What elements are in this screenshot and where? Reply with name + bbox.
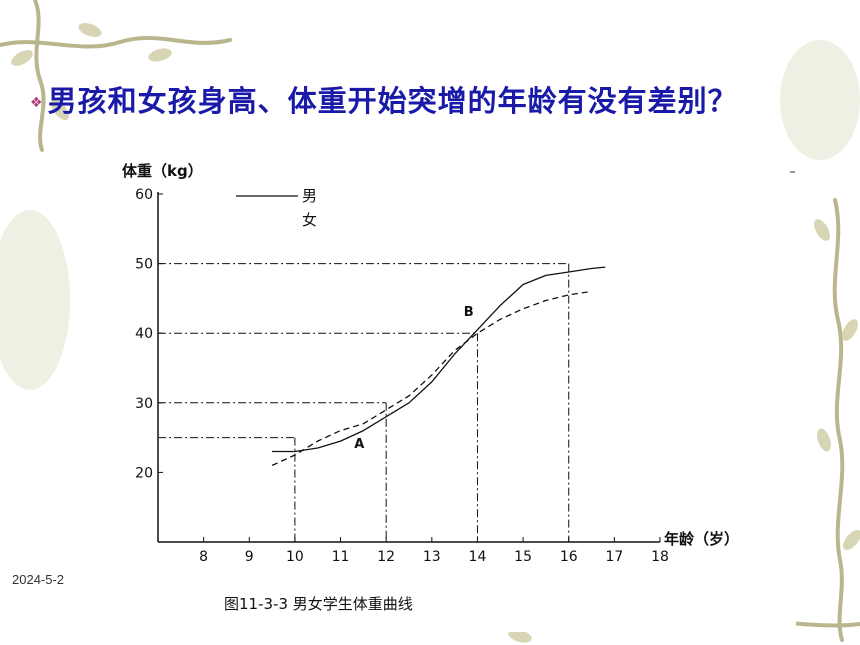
x-tick-label: 14	[469, 549, 487, 565]
chart-caption: 图11-3-3 男女学生体重曲线	[224, 595, 413, 613]
axes: 8 9 10 11 12 13 14 15 16 17 18 20 30 40 50 60 体重（kg） 年龄（岁…	[122, 162, 739, 565]
diamond-bullet-icon: ❖	[30, 95, 44, 111]
x-tick-label: 16	[560, 549, 578, 565]
x-tick-label: 12	[377, 549, 395, 565]
series-line-solid	[272, 266, 606, 453]
series-layer	[271, 266, 606, 466]
point-label: B	[464, 305, 474, 320]
x-tick-label: 15	[514, 549, 532, 565]
y-tick-label: 40	[135, 326, 153, 342]
x-tick-label: 11	[332, 549, 350, 565]
question-text: 男孩和女孩身高、体重开始突增的年龄有没有差别？	[47, 84, 738, 118]
series-line-dashed	[271, 290, 592, 466]
y-tick-label: 60	[135, 187, 153, 203]
chart-image: 8 9 10 11 12 13 14 15 16 17 18 20 30 40 50 60 体重（kg） 年龄（岁…	[100, 148, 796, 632]
x-tick-label: 18	[651, 549, 669, 565]
weight-chart: 8 9 10 11 12 13 14 15 16 17 18 20 30 40 50 60 体重（kg） 年龄（岁…	[122, 162, 795, 613]
slide-date: 2024-5-2	[12, 572, 65, 587]
x-tick-label: 9	[245, 549, 254, 565]
x-tick-label: 17	[605, 549, 623, 565]
labels-layer: 男女 A B 图11-3-3 男女学生体重曲线	[224, 171, 795, 613]
x-axis-label: 年龄（岁）	[664, 530, 739, 548]
reference-lines	[158, 263, 570, 542]
y-tick-label: 20	[135, 465, 153, 481]
x-tick-label: 8	[199, 549, 208, 565]
y-axis-label: 体重（kg）	[122, 162, 203, 180]
legend-label: 男	[302, 187, 317, 205]
x-tick-label: 13	[423, 549, 441, 565]
y-tick-label: 30	[135, 396, 153, 412]
y-tick-label: 50	[135, 257, 153, 273]
x-tick-label: 10	[286, 549, 304, 565]
legend-label: 女	[302, 211, 317, 229]
slide-question: ❖ 男孩和女孩身高、体重开始突增的年龄有没有差别？	[30, 78, 738, 120]
point-label: A	[354, 437, 364, 452]
